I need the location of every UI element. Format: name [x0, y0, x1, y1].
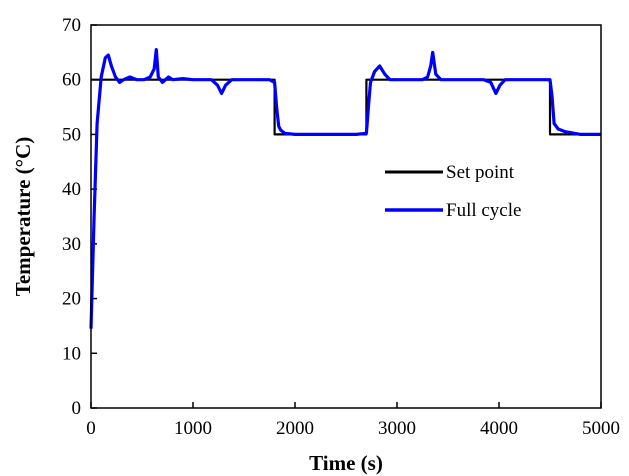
- x-axis-title: Time (s): [309, 451, 383, 475]
- x-tick-label: 1000: [174, 418, 212, 439]
- legend: Set point Full cycle: [385, 162, 521, 221]
- y-tick-label: 60: [62, 70, 81, 91]
- legend-label-set-point: Set point: [446, 162, 515, 183]
- series-lines: [89, 47, 601, 329]
- x-tick-label: 2000: [276, 418, 314, 439]
- y-tick-label: 40: [62, 179, 81, 200]
- series-line-set-point: [91, 78, 601, 136]
- y-tick-label: 30: [62, 234, 81, 255]
- y-tick-label: 50: [62, 124, 81, 145]
- y-axis-ticks: 0 10 20 30 40 50 60 70: [62, 15, 97, 419]
- x-tick-label: 3000: [378, 418, 416, 439]
- plot-area-frame: [90, 24, 602, 409]
- x-tick-label: 5000: [582, 418, 620, 439]
- x-tick-label: 4000: [480, 418, 518, 439]
- y-tick-label: 70: [62, 15, 81, 36]
- x-axis-ticks: 0 1000 2000 3000 4000 5000: [86, 402, 620, 439]
- y-tick-label: 0: [72, 398, 82, 419]
- x-tick-label: 0: [86, 418, 96, 439]
- y-axis-title: Temperature (°C): [11, 137, 35, 296]
- series-line-full-cycle: [89, 47, 601, 329]
- y-tick-label: 10: [62, 343, 81, 364]
- legend-label-full-cycle: Full cycle: [446, 200, 521, 221]
- y-tick-label: 20: [62, 289, 81, 310]
